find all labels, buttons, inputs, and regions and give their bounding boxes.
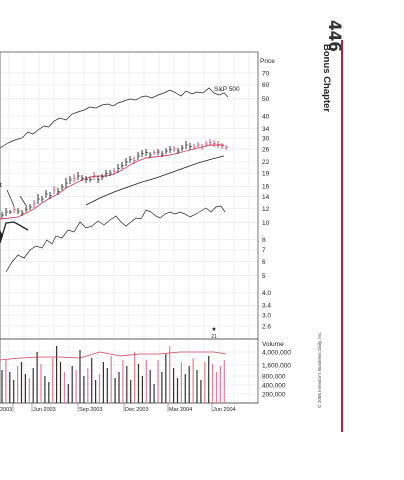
price-tick-label: 3.0	[262, 312, 271, 319]
price-tick-label: 5	[262, 273, 266, 280]
price-tick-label: 50	[262, 96, 270, 103]
price-tick-labels: 70 60 50 40 34 30 26 22 19 16 14 12 10 8 7 6 5 4.0 3.4 3.0 2…	[262, 70, 271, 330]
relative-strength-line	[5, 205, 226, 273]
price-tick-label: 34	[262, 126, 270, 133]
volume-tick-label: 200,000	[262, 391, 286, 398]
annotation-arrow-right	[19, 195, 28, 208]
date-tick-label: 2003	[0, 407, 12, 413]
price-tick-label: 16	[262, 184, 270, 191]
volume-tick-label: 800,000	[262, 373, 286, 380]
volume-tick-label: 400,000	[262, 382, 286, 389]
marker-label: 21	[211, 334, 217, 340]
date-tick-label: Jun 2004	[213, 407, 236, 413]
volume-axis-title: Volume	[262, 341, 284, 348]
price-tick-label: 8	[262, 237, 266, 244]
price-tick-label: 6	[262, 259, 266, 266]
annotation-arrow-left	[6, 189, 15, 207]
volume-tick-labels: 4,000,000 1,600,000 800,000 400,000 200,000	[262, 349, 291, 398]
price-bars	[1, 139, 228, 218]
price-tick-label: 4.0	[262, 290, 271, 297]
price-tick-label: 14	[262, 194, 270, 201]
volume-tick-label: 1,600,000	[262, 362, 291, 369]
pattern-notch	[0, 230, 3, 243]
volume-tick-label: 4,000,000	[262, 349, 291, 356]
price-axis-title: Price	[260, 58, 275, 65]
long-moving-average	[85, 155, 225, 206]
price-tick-label: 26	[262, 146, 270, 153]
date-tick-label: Mar 2004	[169, 407, 192, 413]
price-grid	[0, 52, 258, 339]
price-tick-label: 60	[262, 82, 270, 89]
page-edge-rule	[341, 40, 343, 432]
price-tick-label: 2.6	[262, 323, 271, 330]
copyright-notice: © 2006 Investor's Business Daily, Inc.	[317, 331, 322, 408]
price-tick-label: 40	[262, 113, 270, 120]
price-tick-label: 70	[262, 70, 270, 77]
marker-star-icon: ★	[211, 326, 216, 333]
price-tick-label: 3.4	[262, 303, 271, 310]
date-tick-labels: 2003 Jun 2003 Sep 2003 Dec 2003 Mar 2004 Jun …	[0, 403, 236, 413]
sp500-label: S&P 500	[214, 86, 240, 93]
price-tick-label: 30	[262, 135, 270, 142]
price-tick-label: 19	[262, 170, 270, 177]
date-tick-label: Sep 2003	[79, 407, 103, 413]
annotation-text: t	[0, 182, 2, 189]
date-tick-label: Dec 2003	[125, 407, 149, 413]
sp500-line	[0, 87, 229, 149]
price-tick-label: 7	[262, 247, 266, 254]
volume-average-line	[0, 351, 227, 361]
chapter-title: Bonus Chapter	[321, 44, 332, 113]
price-tick-label: 10	[262, 220, 270, 227]
pattern-outline	[0, 221, 29, 244]
date-tick-label: Jun 2003	[33, 407, 56, 413]
price-tick-label: 12	[262, 206, 270, 213]
volume-bars	[1, 346, 225, 403]
volume-grid	[0, 339, 258, 403]
price-tick-label: 22	[262, 159, 270, 166]
